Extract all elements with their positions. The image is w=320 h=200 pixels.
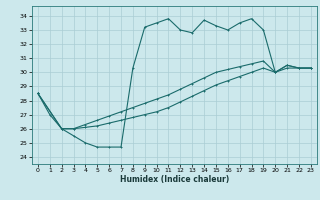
X-axis label: Humidex (Indice chaleur): Humidex (Indice chaleur) <box>120 175 229 184</box>
